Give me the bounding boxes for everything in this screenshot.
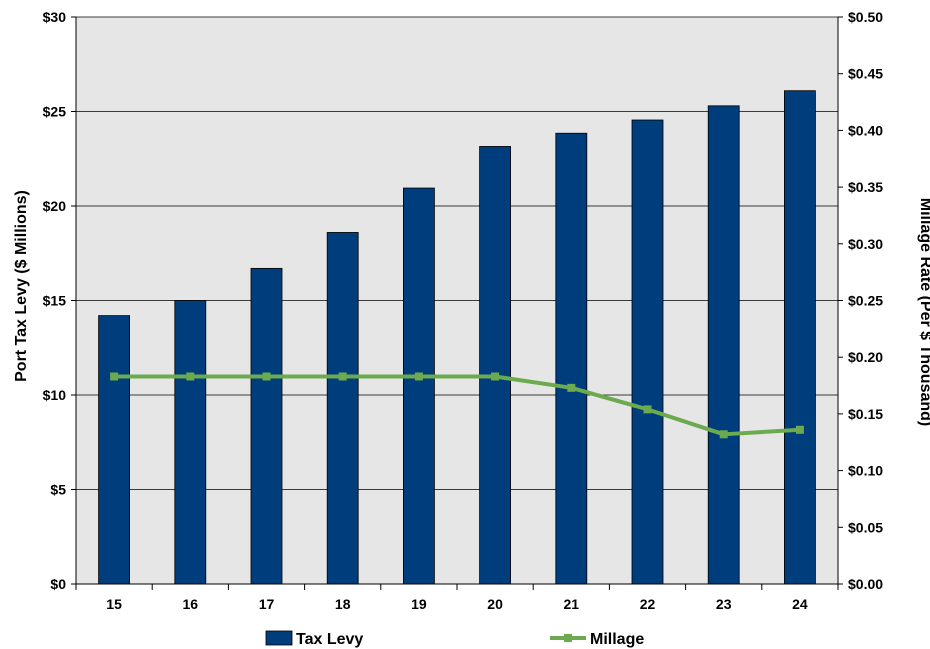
x-tick-label: 24 bbox=[792, 596, 808, 612]
legend-label-tax-levy: Tax Levy bbox=[296, 631, 363, 648]
y2-tick-label: $0.25 bbox=[848, 293, 883, 309]
x-tick-label: 20 bbox=[487, 596, 503, 612]
bar-tax-levy bbox=[707, 105, 740, 585]
y-axis-ticks: $0 $5 $10 $15 $20 $25 $30 bbox=[43, 9, 67, 592]
y2-tick-label: $0.35 bbox=[848, 179, 883, 195]
x-tick-label: 23 bbox=[716, 596, 732, 612]
y-tick-label: $20 bbox=[43, 198, 67, 214]
axes bbox=[71, 16, 843, 590]
millage-point bbox=[414, 372, 423, 381]
x-tick-label: 17 bbox=[259, 596, 275, 612]
bar-tax-levy bbox=[98, 315, 130, 585]
bar-tax-levy bbox=[174, 300, 207, 585]
y2-tick-label: $0.50 bbox=[848, 9, 883, 25]
y2-axis-title: Millage Rate (Per $ Thousand) bbox=[917, 198, 930, 426]
y-tick-label: $0 bbox=[50, 576, 66, 592]
y-tick-label: $15 bbox=[43, 293, 67, 309]
legend-swatch-tax-levy bbox=[265, 630, 293, 646]
x-axis-ticks: 15 16 17 18 19 20 21 22 23 24 bbox=[106, 596, 808, 612]
y-tick-label: $25 bbox=[43, 104, 67, 120]
millage-point bbox=[338, 372, 347, 381]
x-tick-label: 18 bbox=[335, 596, 351, 612]
bar-tax-levy bbox=[631, 119, 664, 585]
legend-label-millage: Millage bbox=[590, 631, 644, 648]
y-tick-label: $30 bbox=[43, 9, 67, 25]
x-tick-label: 16 bbox=[183, 596, 199, 612]
millage-point bbox=[262, 372, 271, 381]
y-axis-title: Port Tax Levy ($ Millions) bbox=[13, 190, 30, 382]
bar-tax-levy bbox=[784, 90, 816, 585]
millage-point bbox=[567, 383, 576, 392]
millage-point bbox=[186, 372, 195, 381]
x-tick-label: 21 bbox=[564, 596, 580, 612]
y2-tick-label: $0.30 bbox=[848, 236, 883, 252]
y-tick-label: $10 bbox=[43, 387, 67, 403]
y2-axis-ticks: $0.00 $0.05 $0.10 $0.15 $0.20 $0.25 $0.30 $0.35… bbox=[848, 9, 883, 592]
millage-point bbox=[795, 425, 804, 434]
y2-tick-label: $0.00 bbox=[848, 576, 883, 592]
y2-tick-label: $0.40 bbox=[848, 122, 883, 138]
line-series bbox=[110, 372, 804, 439]
bar-series bbox=[98, 90, 816, 585]
y2-tick-label: $0.15 bbox=[848, 406, 883, 422]
y2-tick-label: $0.05 bbox=[848, 519, 883, 535]
legend-swatch-millage-marker bbox=[564, 634, 572, 642]
bar-tax-levy bbox=[250, 267, 283, 585]
y2-tick-label: $0.20 bbox=[848, 349, 883, 365]
bar-tax-levy bbox=[479, 146, 512, 585]
y-tick-label: $5 bbox=[50, 482, 66, 498]
x-tick-label: 19 bbox=[411, 596, 427, 612]
bar-tax-levy bbox=[326, 232, 359, 585]
legend: Tax Levy Millage bbox=[265, 630, 644, 648]
millage-point bbox=[719, 430, 728, 439]
millage-point bbox=[643, 405, 652, 414]
y2-tick-label: $0.45 bbox=[848, 66, 883, 82]
x-tick-label: 15 bbox=[106, 596, 122, 612]
millage-point bbox=[110, 372, 119, 381]
y2-tick-label: $0.10 bbox=[848, 463, 883, 479]
x-tick-label: 22 bbox=[640, 596, 656, 612]
millage-line bbox=[114, 374, 801, 437]
millage-point bbox=[491, 372, 500, 381]
bar-tax-levy bbox=[402, 187, 435, 585]
bar-tax-levy bbox=[555, 132, 588, 585]
